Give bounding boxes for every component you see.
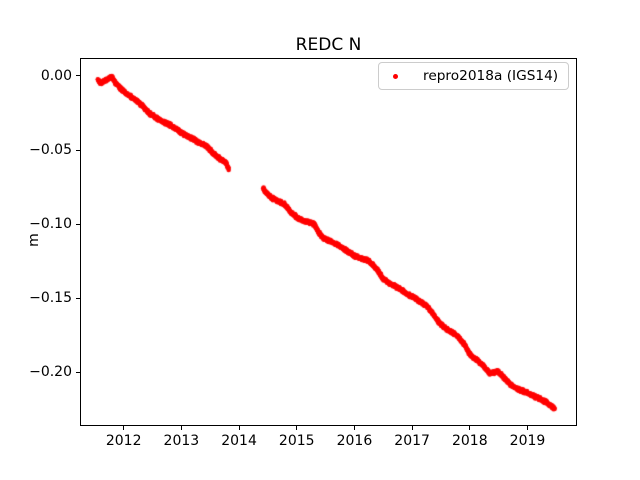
x-tick-mark	[296, 425, 298, 430]
x-tick-label: 2012	[105, 432, 142, 449]
x-tick-label: 2015	[278, 432, 315, 449]
y-tick-label: −0.10	[29, 216, 72, 232]
y-tick-mark	[76, 223, 80, 225]
x-tick-label: 2016	[336, 432, 373, 449]
x-tick-mark	[180, 425, 182, 430]
y-tick-mark	[76, 297, 80, 299]
y-tick-mark	[76, 75, 80, 77]
x-tick-label: 2018	[451, 432, 488, 449]
x-tick-label: 2017	[394, 432, 430, 449]
x-tick-mark	[469, 425, 471, 430]
x-tick-mark	[527, 425, 528, 430]
y-tick-mark	[76, 149, 80, 151]
y-tick-label: −0.15	[29, 290, 72, 306]
x-tick-label: 2019	[509, 432, 546, 449]
x-tick-mark	[238, 425, 240, 430]
x-tick-mark	[123, 425, 125, 430]
legend: repro2018a (IGS14)	[378, 62, 569, 90]
x-tick-mark	[353, 425, 355, 430]
legend-label: repro2018a (IGS14)	[423, 68, 559, 84]
y-tick-label: 0.00	[40, 67, 72, 84]
x-tick-label: 2014	[221, 432, 257, 449]
y-tick-mark	[76, 371, 80, 373]
x-tick-mark	[411, 425, 413, 430]
legend-marker-icon	[393, 73, 398, 79]
y-tick-label: −0.05	[29, 142, 72, 158]
y-tick-label: −0.20	[29, 364, 72, 381]
x-tick-label: 2013	[163, 432, 200, 449]
